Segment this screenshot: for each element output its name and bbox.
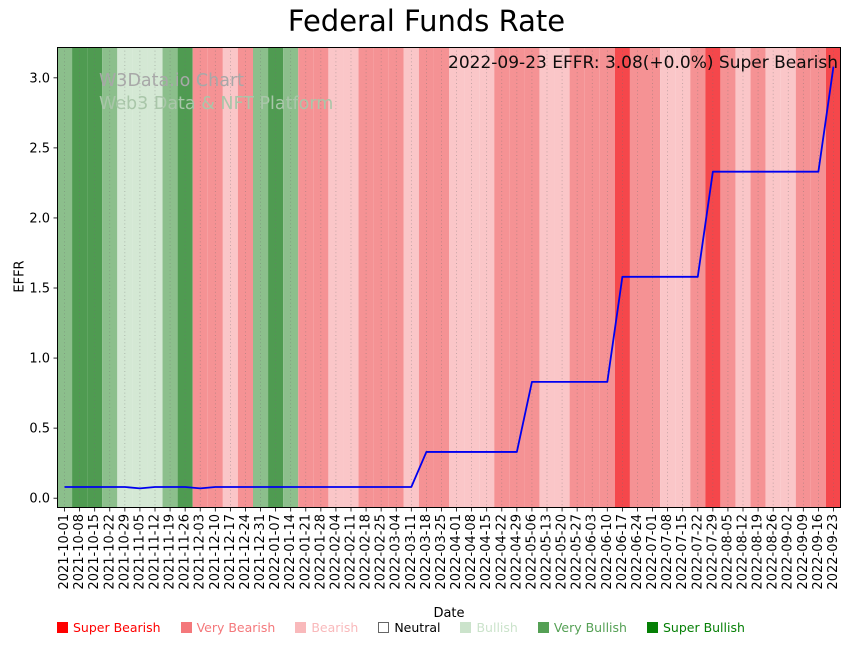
svg-text:2022-04-15: 2022-04-15	[479, 514, 494, 590]
svg-text:2022-02-11: 2022-02-11	[344, 514, 359, 590]
svg-text:2022-04-29: 2022-04-29	[509, 514, 524, 590]
legend-swatch-icon	[180, 622, 192, 633]
svg-text:2021-11-19: 2021-11-19	[163, 514, 178, 590]
legend-item-super-bearish: Super Bearish	[57, 620, 161, 635]
svg-text:2021-10-15: 2021-10-15	[87, 514, 102, 590]
svg-text:2022-06-24: 2022-06-24	[630, 514, 645, 590]
svg-text:2022-03-04: 2022-03-04	[389, 514, 404, 590]
legend-swatch-icon	[537, 622, 549, 633]
svg-text:2022-05-13: 2022-05-13	[540, 514, 555, 590]
svg-text:2022-08-26: 2022-08-26	[766, 514, 781, 590]
plot-border	[57, 47, 841, 508]
svg-text:2022-08-12: 2022-08-12	[736, 514, 751, 590]
y-axis-label: EFFR	[12, 260, 28, 293]
svg-text:0.0: 0.0	[29, 492, 50, 507]
sentiment-bands	[57, 47, 841, 508]
svg-text:2022-08-05: 2022-08-05	[720, 514, 735, 590]
svg-text:2021-11-05: 2021-11-05	[132, 514, 147, 590]
legend-swatch-icon	[646, 622, 658, 633]
svg-text:2021-10-08: 2021-10-08	[72, 514, 87, 590]
effr-line	[64, 66, 835, 490]
legend-label: Bearish	[311, 620, 359, 635]
svg-text:2022-04-22: 2022-04-22	[494, 514, 509, 590]
legend-item-neutral: Neutral	[378, 620, 440, 635]
svg-text:1.5: 1.5	[29, 282, 50, 297]
svg-text:2022-08-19: 2022-08-19	[751, 514, 766, 590]
svg-text:2021-10-01: 2021-10-01	[57, 514, 72, 590]
legend: Super Bearish Very Bearish Bearish Neutral B…	[57, 620, 745, 635]
svg-text:2021-11-12: 2021-11-12	[148, 514, 163, 590]
svg-text:2021-11-26: 2021-11-26	[178, 514, 193, 590]
legend-label: Very Bullish	[553, 620, 627, 635]
x-tick-labels: 2021-10-01 2021-10-08 2021-10-15 2021-10-22…	[57, 508, 841, 590]
svg-text:2022-01-14: 2022-01-14	[283, 514, 298, 590]
svg-text:2022-09-16: 2022-09-16	[811, 514, 826, 590]
svg-text:2022-02-18: 2022-02-18	[359, 514, 374, 590]
svg-text:2.0: 2.0	[29, 211, 50, 226]
svg-text:2022-06-10: 2022-06-10	[600, 514, 615, 590]
svg-text:2021-10-29: 2021-10-29	[117, 514, 132, 590]
svg-text:2.5: 2.5	[29, 141, 50, 156]
svg-text:2022-02-25: 2022-02-25	[374, 514, 389, 590]
svg-text:2022-03-11: 2022-03-11	[404, 514, 419, 590]
legend-item-bearish: Bearish	[295, 620, 358, 635]
svg-text:2022-06-17: 2022-06-17	[615, 514, 630, 590]
svg-text:2022-07-29: 2022-07-29	[705, 514, 720, 590]
svg-text:2022-06-03: 2022-06-03	[585, 514, 600, 590]
svg-text:2022-09-02: 2022-09-02	[781, 514, 796, 590]
svg-text:2021-12-17: 2021-12-17	[223, 514, 238, 590]
svg-text:2021-12-24: 2021-12-24	[238, 514, 253, 590]
legend-swatch-icon	[378, 622, 390, 633]
svg-text:2022-05-27: 2022-05-27	[570, 514, 585, 590]
legend-label: Super Bullish	[662, 620, 745, 635]
svg-text:2022-07-22: 2022-07-22	[690, 514, 705, 590]
legend-item-very-bearish: Very Bearish	[180, 620, 276, 635]
legend-item-super-bullish: Super Bullish	[646, 620, 745, 635]
legend-swatch-icon	[295, 622, 307, 633]
svg-text:2021-10-22: 2021-10-22	[102, 514, 117, 590]
svg-text:2022-01-21: 2022-01-21	[298, 514, 313, 590]
svg-text:2022-09-23: 2022-09-23	[826, 514, 841, 590]
svg-text:2022-07-15: 2022-07-15	[675, 514, 690, 590]
legend-swatch-icon	[460, 622, 472, 633]
svg-text:2022-05-20: 2022-05-20	[555, 514, 570, 590]
svg-text:1.0: 1.0	[29, 352, 50, 367]
legend-item-bullish: Bullish	[460, 620, 518, 635]
svg-text:2021-12-10: 2021-12-10	[208, 514, 223, 590]
latest-value-annotation: 2022-09-23 EFFR: 3.08(+0.0%) Super Beari…	[448, 53, 838, 73]
svg-text:2022-05-06: 2022-05-06	[524, 514, 539, 590]
svg-text:2022-01-07: 2022-01-07	[268, 514, 283, 590]
svg-text:2022-04-08: 2022-04-08	[464, 514, 479, 590]
svg-text:2022-04-01: 2022-04-01	[449, 514, 464, 590]
legend-item-very-bullish: Very Bullish	[537, 620, 627, 635]
svg-text:2022-02-04: 2022-02-04	[328, 514, 343, 590]
svg-text:2022-07-08: 2022-07-08	[660, 514, 675, 590]
x-axis-label: Date	[433, 606, 465, 621]
legend-label: Very Bearish	[196, 620, 276, 635]
chart-title: Federal Funds Rate	[287, 4, 566, 38]
svg-text:2021-12-31: 2021-12-31	[253, 514, 268, 590]
svg-text:2022-03-18: 2022-03-18	[419, 514, 434, 590]
legend-label: Bullish	[476, 620, 518, 635]
svg-text:3.0: 3.0	[29, 71, 50, 86]
legend-label: Super Bearish	[73, 620, 161, 635]
y-tick-labels: 0.0 0.5 1.0 1.5 2.0 2.5 3.0	[29, 71, 57, 507]
legend-label: Neutral	[394, 620, 441, 635]
svg-text:2022-07-01: 2022-07-01	[645, 514, 660, 590]
svg-text:0.5: 0.5	[29, 422, 50, 437]
svg-text:2022-09-09: 2022-09-09	[796, 514, 811, 590]
svg-text:2022-01-28: 2022-01-28	[313, 514, 328, 590]
svg-text:2021-12-03: 2021-12-03	[193, 514, 208, 590]
svg-text:2022-03-25: 2022-03-25	[434, 514, 449, 590]
legend-swatch-icon	[57, 622, 68, 633]
